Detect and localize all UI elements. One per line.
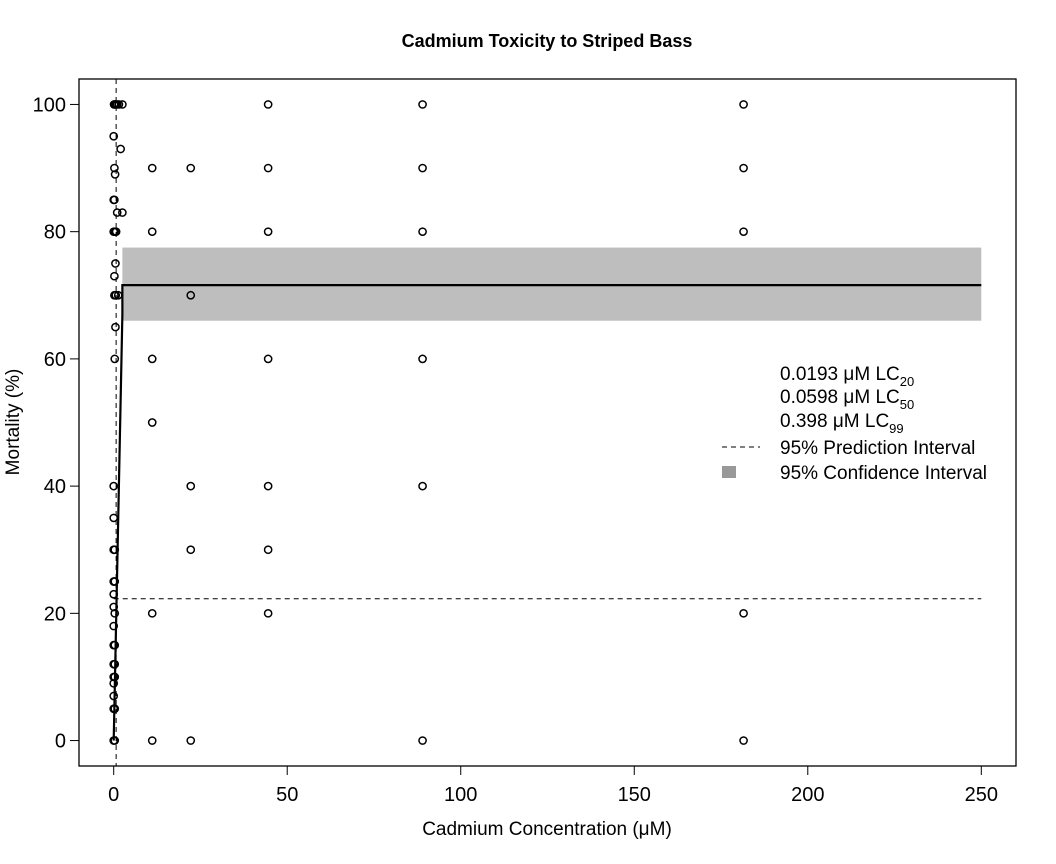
legend: 0.0193 μM LC20 0.0598 μM LC50 0.398 μM L… bbox=[722, 364, 987, 484]
data-point bbox=[263, 545, 273, 555]
data-point bbox=[739, 100, 748, 109]
data-point bbox=[418, 100, 427, 109]
data-point bbox=[110, 354, 120, 364]
data-point bbox=[147, 227, 157, 237]
data-point bbox=[263, 608, 273, 618]
data-point bbox=[111, 259, 120, 268]
data-point bbox=[109, 589, 119, 599]
data-point bbox=[263, 163, 273, 173]
data-point bbox=[110, 608, 120, 618]
data-point bbox=[110, 271, 119, 281]
y-axis: 0 20 40 60 80 100 bbox=[33, 94, 80, 753]
legend-prediction-label: 95% Prediction Interval bbox=[780, 438, 975, 459]
data-point bbox=[147, 418, 157, 427]
data-point bbox=[739, 736, 748, 745]
data-point bbox=[739, 608, 748, 618]
data-point bbox=[118, 100, 127, 109]
data-point bbox=[114, 100, 124, 109]
data-point bbox=[147, 608, 157, 618]
data-point bbox=[418, 354, 427, 364]
data-point bbox=[147, 354, 157, 364]
data-point bbox=[110, 577, 120, 586]
data-point bbox=[110, 640, 120, 650]
data-point bbox=[110, 163, 119, 173]
points-layer bbox=[109, 100, 748, 745]
data-point bbox=[263, 100, 273, 109]
data-point bbox=[418, 481, 427, 491]
x-tick-label: 0 bbox=[108, 784, 119, 806]
data-point bbox=[186, 481, 196, 491]
legend-lc20: 0.0193 μM LC20 bbox=[780, 364, 914, 389]
y-tick-label: 20 bbox=[44, 603, 66, 625]
data-point bbox=[109, 513, 119, 523]
data-point bbox=[109, 678, 119, 688]
data-point bbox=[110, 195, 119, 205]
data-point bbox=[116, 144, 125, 154]
data-point bbox=[111, 227, 121, 237]
x-tick-label: 100 bbox=[444, 784, 477, 806]
data-point bbox=[110, 704, 120, 714]
y-tick-label: 80 bbox=[44, 222, 66, 244]
y-axis-label: Mortality (%) bbox=[3, 369, 24, 476]
data-point bbox=[112, 208, 122, 217]
chart-title: Cadmium Toxicity to Striped Bass bbox=[402, 31, 693, 51]
data-point bbox=[109, 131, 119, 141]
data-point bbox=[110, 170, 120, 179]
data-point bbox=[110, 545, 120, 555]
fit-line bbox=[112, 284, 982, 741]
data-point bbox=[418, 163, 427, 173]
data-point bbox=[263, 227, 273, 237]
y-tick-label: 40 bbox=[44, 476, 66, 498]
data-point bbox=[186, 290, 196, 300]
data-point bbox=[418, 227, 427, 237]
y-tick-label: 60 bbox=[44, 349, 66, 371]
data-point bbox=[110, 736, 120, 745]
data-point bbox=[739, 163, 748, 173]
x-tick-label: 50 bbox=[276, 784, 298, 806]
data-point bbox=[109, 621, 119, 631]
data-point bbox=[263, 354, 273, 364]
legend-confidence-swatch bbox=[722, 466, 736, 478]
x-axis-label: Cadmium Concentration (μM) bbox=[422, 819, 672, 840]
data-point bbox=[263, 481, 273, 491]
data-point bbox=[110, 659, 120, 669]
data-point bbox=[418, 736, 427, 745]
y-tick-label: 0 bbox=[55, 731, 66, 753]
data-point bbox=[186, 736, 196, 745]
x-tick-label: 250 bbox=[965, 784, 998, 806]
legend-lc50: 0.0598 μM LC50 bbox=[780, 387, 914, 412]
legend-lc99: 0.398 μM LC99 bbox=[780, 411, 904, 436]
data-point bbox=[109, 691, 119, 701]
data-point bbox=[147, 736, 157, 745]
data-point bbox=[186, 545, 196, 555]
data-point bbox=[118, 208, 127, 217]
legend-confidence-label: 95% Confidence Interval bbox=[780, 463, 987, 484]
data-point bbox=[147, 163, 157, 173]
fit-line-layer bbox=[112, 284, 982, 741]
data-point bbox=[113, 290, 123, 300]
data-point bbox=[739, 227, 748, 237]
prediction-interval-layer bbox=[113, 79, 982, 766]
x-tick-label: 150 bbox=[618, 784, 651, 806]
data-point bbox=[186, 163, 196, 173]
data-point bbox=[111, 322, 120, 332]
data-point bbox=[109, 481, 119, 491]
x-tick-label: 200 bbox=[791, 784, 824, 806]
y-tick-label: 100 bbox=[33, 94, 66, 116]
x-axis: 0 50 100 150 200 250 bbox=[108, 765, 998, 806]
